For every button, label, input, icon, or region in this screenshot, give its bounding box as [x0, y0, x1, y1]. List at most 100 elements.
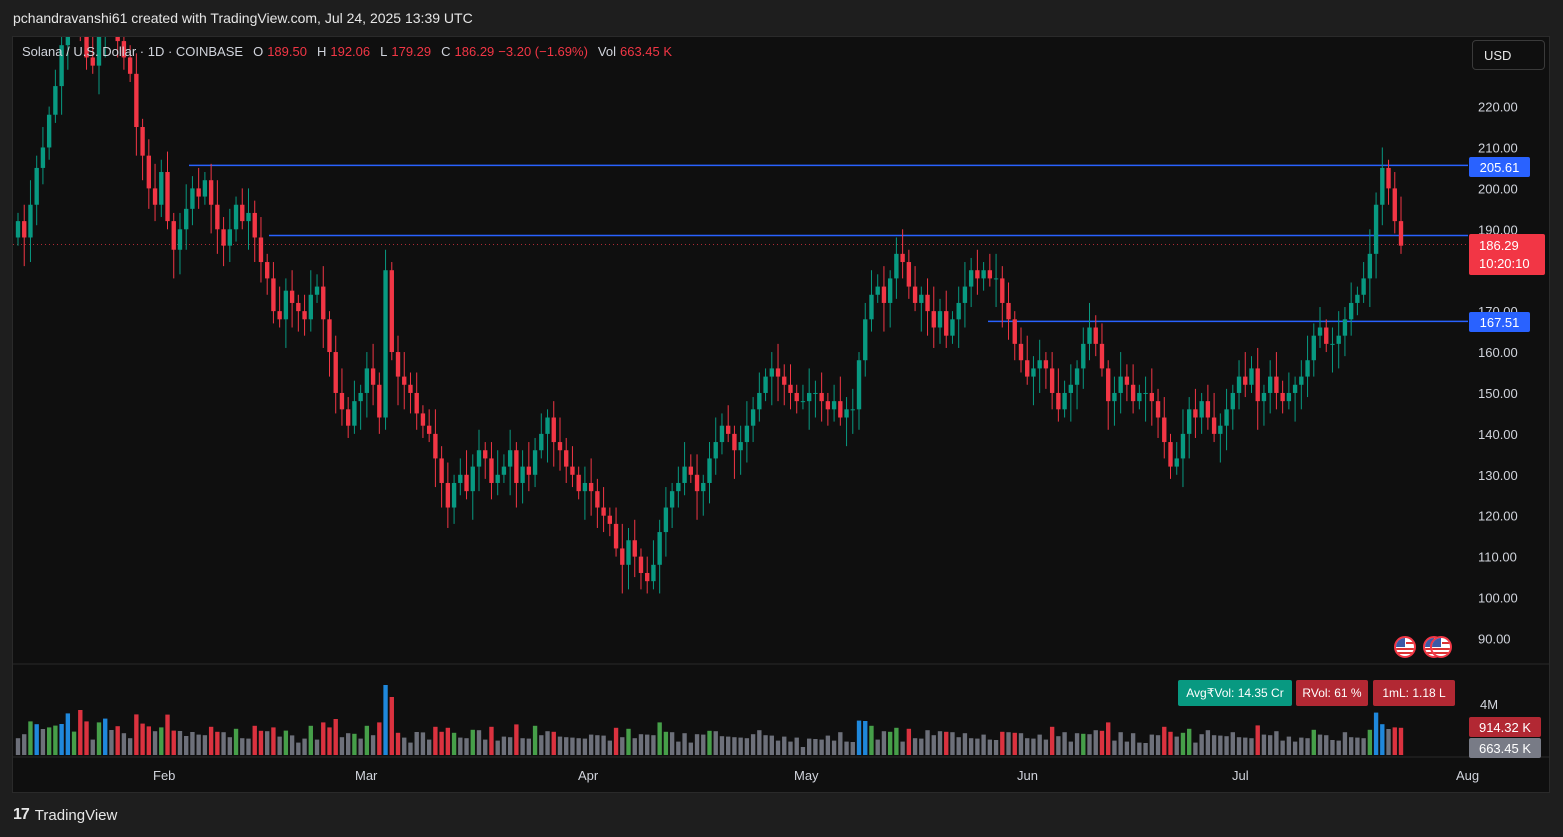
avg-volume-badge: Avg₹Vol: 14.35 Cr — [1178, 680, 1292, 706]
volume-bar — [775, 740, 781, 755]
volume-bar — [719, 736, 725, 755]
volume-bar — [507, 737, 513, 755]
candle-body — [1280, 392, 1285, 402]
candle-body — [1398, 221, 1404, 246]
volume-bar — [1336, 740, 1341, 755]
candle-body — [1037, 360, 1042, 369]
volume-bar — [613, 727, 619, 755]
candle-body — [669, 491, 675, 508]
volume-bar — [595, 735, 600, 755]
candle-body — [445, 482, 451, 508]
volume-bar — [931, 735, 936, 755]
us-flag-event-icon[interactable] — [1430, 636, 1452, 658]
volume-current-tag: 663.45 K — [1469, 738, 1541, 758]
candle-body — [1118, 376, 1123, 393]
volume-bar — [937, 731, 943, 755]
volume-bar — [950, 732, 955, 755]
volume-bar — [215, 731, 220, 755]
candlestick-chart[interactable]: 90.00 100.00 110.00 120.00 130.00 140.00 150.0… — [13, 37, 1549, 792]
volume-bar — [1299, 737, 1304, 755]
symbol-name[interactable]: Solana / U.S. Dollar · 1D · COINBASE — [22, 44, 244, 59]
candle-body — [252, 212, 257, 238]
candle-body — [900, 253, 905, 263]
volume-bar — [875, 739, 880, 755]
volume-bar — [1049, 726, 1055, 755]
candle-body — [607, 515, 613, 524]
candle-body — [1149, 392, 1154, 402]
volume-bar — [582, 738, 588, 755]
volume-bar — [1373, 712, 1379, 755]
candle-body — [626, 540, 631, 565]
candle-body — [844, 409, 849, 418]
candle-body — [221, 229, 226, 246]
volume-bar — [975, 738, 980, 755]
candle-body — [352, 401, 357, 426]
volume-bar — [408, 742, 413, 755]
volume-bar — [601, 735, 606, 755]
candle-body — [1355, 294, 1360, 303]
candle-body — [750, 409, 756, 426]
candle-body — [408, 384, 413, 393]
candle-body — [564, 450, 569, 467]
volume-bar — [1236, 737, 1242, 755]
volume-bar — [190, 732, 195, 755]
candle-body — [433, 433, 438, 459]
candle-body — [1199, 401, 1204, 418]
currency-button[interactable]: USD — [1472, 40, 1545, 70]
volume-bar — [389, 697, 394, 755]
candle-body — [925, 294, 930, 312]
volume-bar — [1311, 729, 1316, 755]
candle-body — [370, 368, 376, 385]
volume-bar — [1243, 737, 1248, 755]
volume-bar — [233, 728, 239, 755]
volume-bar — [626, 728, 631, 755]
candle-body — [184, 208, 189, 230]
volume-bar — [1205, 730, 1211, 755]
volume-bar — [34, 724, 39, 755]
volume-bar — [289, 735, 295, 755]
candle-body — [825, 401, 831, 410]
volume-bar — [140, 723, 145, 755]
candle-body — [171, 221, 176, 250]
volume-bar — [451, 732, 457, 755]
candle-body — [140, 127, 145, 156]
volume-bar — [850, 742, 855, 755]
volume-bar — [588, 734, 594, 755]
volume-bar — [283, 730, 289, 755]
candle-body — [944, 311, 949, 336]
volume-bar — [869, 725, 874, 755]
candle-body — [1361, 278, 1366, 295]
volume-bar — [1087, 734, 1092, 755]
volume-bar — [1386, 729, 1391, 755]
volume-bar — [1012, 732, 1017, 755]
candle-body — [420, 413, 426, 426]
volume-bar — [146, 726, 152, 755]
open-value: 189.50 — [267, 44, 307, 59]
candle-body — [302, 311, 307, 320]
volume-bar — [551, 731, 556, 755]
candle-body — [757, 392, 762, 410]
candle-body — [744, 425, 750, 443]
volume-bar — [1118, 732, 1123, 755]
volume-bar — [321, 722, 326, 755]
volume-bar — [352, 733, 357, 755]
candle-body — [1043, 360, 1049, 369]
candle-body — [84, 37, 89, 58]
volume-bar — [184, 736, 189, 755]
candle-body — [483, 450, 488, 459]
volume-bar — [1081, 733, 1086, 755]
chart-pane[interactable] — [12, 36, 1550, 793]
volume-bar — [1149, 734, 1154, 755]
candle-body — [271, 278, 276, 312]
x-tick-label: Mar — [355, 768, 378, 783]
volume-bar — [919, 738, 924, 755]
volume-bar — [1342, 732, 1348, 755]
volume-bar — [22, 734, 27, 755]
candle-body — [1286, 392, 1292, 402]
candle-body — [1137, 392, 1142, 402]
volume-bar — [470, 729, 475, 755]
volume-bar — [1137, 742, 1142, 755]
volume-bar — [134, 714, 139, 755]
footer-brand: TradingView — [34, 806, 118, 824]
us-flag-event-icon[interactable] — [1394, 636, 1416, 658]
